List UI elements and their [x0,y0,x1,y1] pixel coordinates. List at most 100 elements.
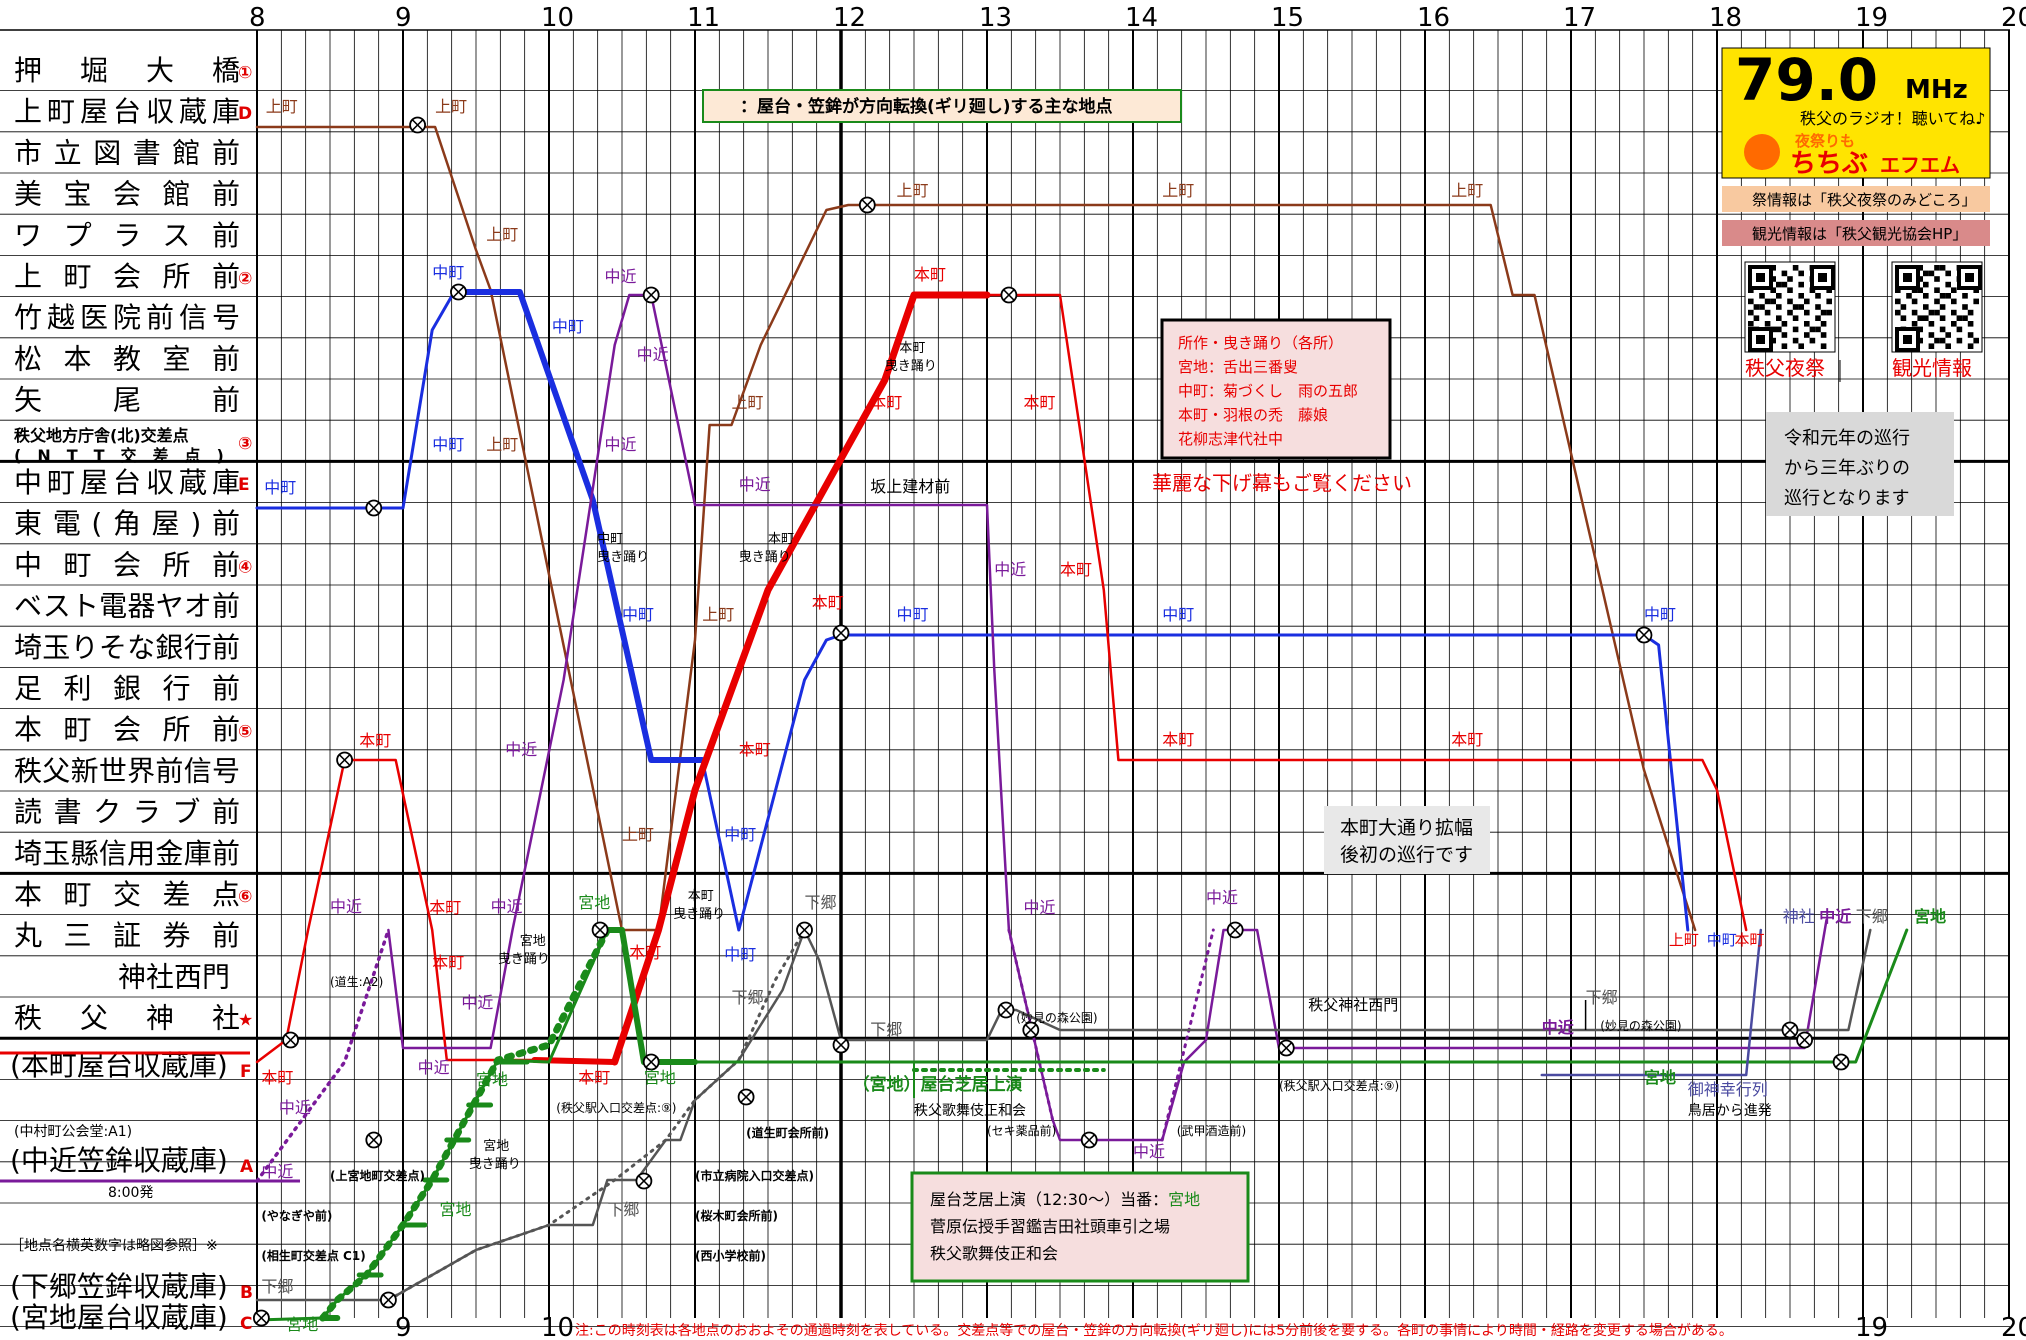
qr-module [1934,337,1940,344]
route-label: 曳き踊り [469,1157,521,1172]
radio-frequency: 79.0 [1735,46,1878,114]
qr-module [1917,276,1923,282]
note-kamimiyaji: (上宮地町交差点) [330,1168,425,1183]
reiwa-note-line: 令和元年の巡行 [1784,428,1910,449]
info1-text: 祭情報は「秩父夜祭のみどころ」 [1752,191,1977,209]
turn-point-cross [861,199,874,211]
route-label: 上町 [622,825,654,844]
note-hospital: (市立病院入口交差点) [695,1168,814,1183]
qr-module [1973,287,1979,293]
honmachi-route [255,293,1748,1064]
hour-label: 11 [687,3,720,33]
location-suffix: ③ [238,434,252,454]
location-suffix: ⑤ [238,722,252,742]
shimogo-dotted [386,928,806,1302]
qr-module [1951,309,1957,316]
radio-logo-icon [1744,134,1780,170]
note-nishi: (西小学校前) [695,1248,766,1263]
turn-point-cross [1784,1024,1796,1036]
qr-module [1770,287,1776,293]
route-label: 中町 [552,317,584,336]
qr-module [1820,309,1827,316]
turn-point-cross [1000,1004,1012,1016]
qr-module [1962,293,1968,299]
route-label: 中町 [724,825,756,844]
legend-box [702,89,1182,123]
qr-module [1967,343,1974,349]
qr-module [1787,276,1793,282]
qr-module [1951,298,1957,305]
qr-module [1815,315,1821,321]
turn-point-cross [284,1034,297,1046]
kabuki-banner-town: （宮地） [853,1074,921,1095]
qr-module [1939,326,1946,333]
turn-point-cross [645,1056,658,1068]
qr-module [1973,337,1979,344]
honmachi-note-line: 本町大通り拡幅 [1340,817,1473,839]
note-yanagiya: (やなぎや前) [261,1208,332,1223]
hour-label-bottom: 9 [395,1313,412,1340]
qr-module [1945,343,1951,349]
qr-module [1804,309,1810,316]
qr-finder-core [1903,273,1912,282]
time-grid [0,29,2010,1327]
qr-module [1939,293,1946,299]
dance-box-line: 宮地：舌出三番叟 [1178,358,1298,376]
route-label: 中町 [1707,931,1737,949]
route-label: 中町 [432,263,464,282]
note-myoken: (妙見の森公園) [1016,1010,1097,1025]
qr-module [1787,309,1793,316]
route-label: 本町 [1024,393,1056,412]
hour-label: 16 [1417,3,1450,33]
store-suffix: C [240,1314,252,1334]
hour-label-bottom: 10 [541,1313,574,1340]
qr-module [1815,304,1821,310]
qr-module [1939,337,1946,344]
qr-finder-core [1903,335,1912,344]
qr-module [1934,309,1940,316]
qr-module [1764,298,1771,305]
honmachi-route-bold2 [531,1057,618,1065]
location-label: ベスト電器ヤオ前 [14,590,240,623]
qr-module [1748,321,1754,327]
turn-point-cross [1083,1134,1096,1146]
route-label: 本町 [870,393,902,412]
location-label: 足利銀行前 [14,672,240,705]
qr-module [1798,270,1804,277]
qr-module [1967,309,1974,316]
qr-module [1759,304,1765,310]
route-label: 中町 [264,478,296,497]
kabuki-box-line1a: 屋台芝居上演（12:30～）当番： [930,1190,1168,1209]
qr-module [1906,293,1912,299]
qr-module [1776,304,1782,310]
kabuki-banner-title: 屋台芝居上演 [921,1074,1023,1095]
route-label: 上町 [266,97,298,116]
qr-module [1956,315,1963,321]
note-aio: (相生町交差点 C1) [261,1248,365,1263]
hour-label: 13 [979,3,1012,33]
note-jinja-nishimon: 秩父神社西門 [1308,996,1398,1014]
qr-module [1792,315,1799,321]
turn-point-cross [1638,629,1650,641]
qr-module [1820,343,1827,349]
location-label: 神社西門 [118,960,230,993]
turn-point-cross [452,286,465,298]
route-label: 上町 [1669,931,1699,949]
note-douseicho: (道生町会所前) [746,1125,829,1140]
store-label: (中近笠鉾収蔵庫) [10,1144,228,1177]
hour-label-bottom: 19 [1855,1313,1888,1340]
qr-module [1792,304,1799,310]
note-torii: 鳥居から進発 [1688,1103,1772,1119]
route-label: 中近 [604,267,636,286]
honmachi-note-box [1324,806,1490,874]
location-label: 松本教室前 [14,342,240,375]
route-label: 本町 [688,889,714,904]
note-start-time: 8:00発 [108,1185,153,1201]
hour-label: 14 [1125,3,1158,33]
hour-labels: 8 9 10 11 12 13 14 15 16 17 18 19 20 9 10 19 20 [249,3,2026,1340]
qr-module [1792,326,1799,333]
route-label: 本町 [629,943,661,962]
route-label: 上町 [896,181,928,200]
turn-point-cross [411,119,424,131]
